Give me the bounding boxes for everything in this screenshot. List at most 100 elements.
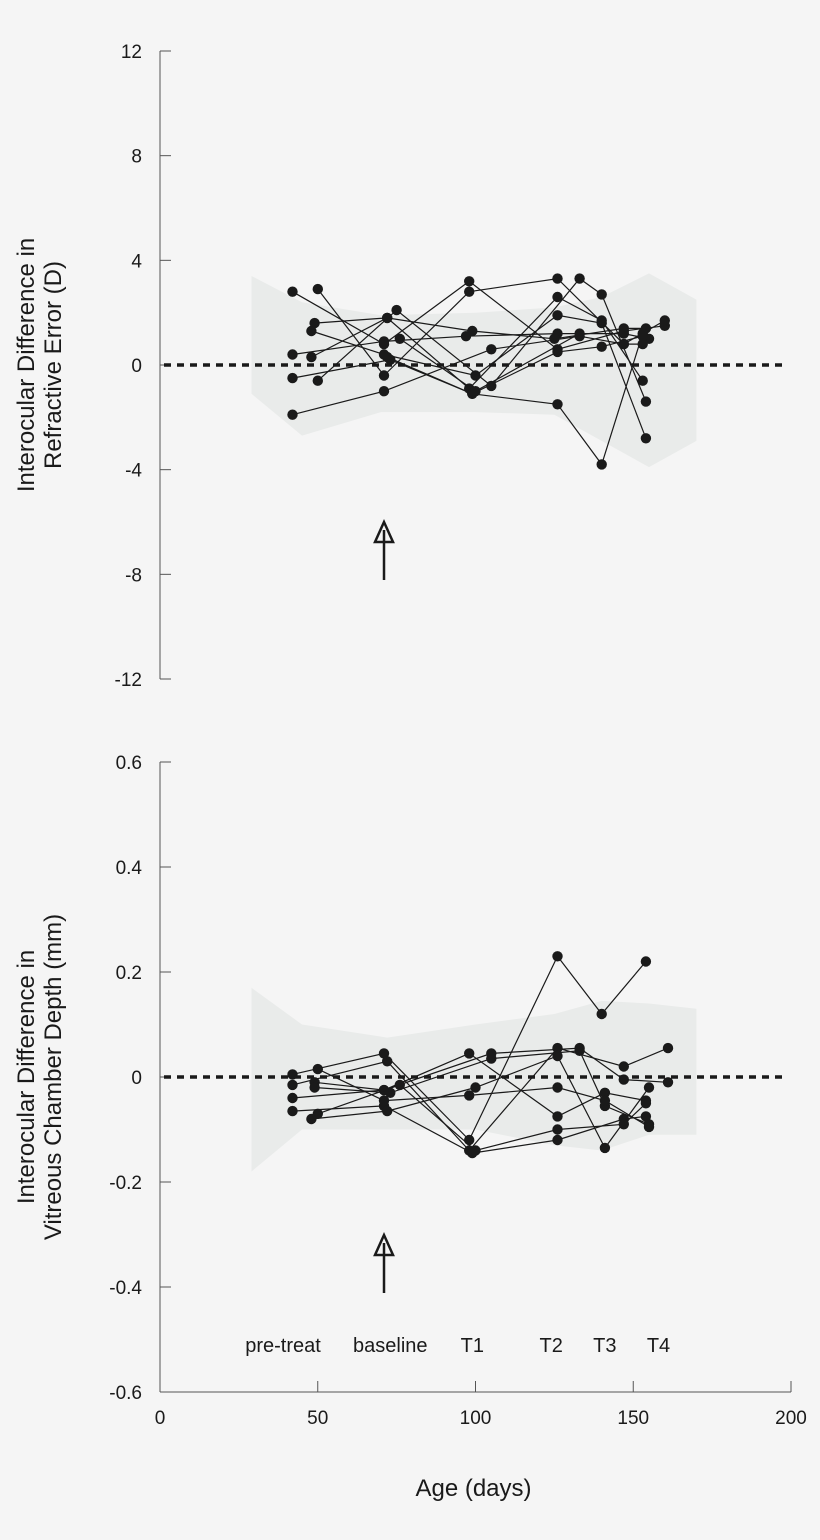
data-point [378,370,390,381]
data-point [464,286,475,297]
x-tick-label: 50 [307,1408,328,1429]
data-point [309,1082,320,1093]
data-point [470,1145,481,1156]
data-point [618,1074,629,1085]
data-point [312,283,323,295]
treatment-arrow-head [373,1231,395,1257]
data-point [312,1108,323,1120]
data-point [618,1061,629,1072]
series-line [317,277,647,402]
data-point [552,346,563,358]
data-point [464,276,475,287]
series-line [311,1055,650,1150]
data-point [552,951,563,962]
data-point [464,1134,475,1146]
data-point [640,433,652,444]
data-point [464,1090,475,1101]
data-point [662,1077,674,1088]
phase-label: T3 [593,1335,616,1357]
data-point [637,338,648,350]
y-tick-label: -4 [125,461,142,482]
x-tick-label: 200 [775,1408,807,1429]
x-tick-label: 0 [155,1408,166,1429]
data-point [643,1121,655,1133]
data-point [596,315,607,326]
data-point [637,331,648,342]
data-point [637,375,648,386]
data-point [552,1082,563,1093]
y-tick-label: 0.6 [116,753,142,774]
data-point [382,1105,393,1117]
data-point [662,1042,674,1054]
data-point [385,1087,396,1099]
data-point [618,1119,629,1130]
y-axis-title-line: Interocular Difference in [13,238,40,492]
data-point [378,336,390,347]
y-axis-title-line: Vitreous Chamber Depth (mm) [40,914,67,1240]
data-point [640,1111,652,1122]
series-line [314,1047,669,1091]
treatment-arrow-head [373,518,395,544]
y-tick-label: -8 [125,565,142,586]
phase-label: T2 [540,1335,563,1357]
x-tick-label: 100 [460,1408,492,1429]
data-point [394,1079,405,1091]
data-point [378,1048,390,1059]
data-point [596,289,607,300]
data-point [287,372,298,384]
data-point [287,409,298,420]
data-point [552,273,563,284]
data-point [596,1008,607,1020]
data-point [382,351,393,363]
data-point [640,1098,652,1109]
data-point [312,1063,323,1075]
data-point [391,304,402,316]
series-line [292,1047,669,1152]
data-point [640,956,652,967]
data-point [596,341,607,352]
data-point [640,396,652,407]
series-line [317,277,666,377]
data-point [306,325,317,337]
data-point [486,1053,497,1064]
data-point [552,310,563,321]
x-tick-label: 150 [617,1408,649,1429]
y-tick-label: 4 [131,251,142,272]
data-point [599,1087,611,1099]
y-axis-title-line: Interocular Difference in [13,950,40,1204]
data-point [306,351,317,363]
data-point [552,1124,563,1135]
data-point [596,459,607,470]
phase-label: T1 [461,1335,484,1357]
vitreous-depth-panel: 0.6 0.4 0.2 0 -0.2 -0.4 -0.6 Interocular Differ… [13,753,807,1502]
data-point [287,349,298,360]
data-point [574,273,585,284]
data-point [382,1056,393,1067]
data-point [552,1042,563,1054]
data-point [470,1082,481,1093]
x-axis-title: Age (days) [415,1475,531,1502]
data-point [486,344,497,355]
y-tick-label: 12 [121,42,142,63]
normal-range-band [251,273,697,468]
data-point [643,1082,655,1093]
y-tick-label: 0 [131,356,142,377]
series-line [317,1068,650,1128]
data-point [470,386,481,397]
y-axis-title: Interocular Difference inRefractive Erro… [13,238,67,492]
data-point [549,333,560,344]
data-point [287,1105,298,1117]
data-point [599,1142,611,1154]
data-point [287,1092,298,1104]
data-point [312,375,323,386]
series-line [292,955,647,1142]
y-axis-title-line: Refractive Error (D) [40,261,67,469]
data-point [378,386,390,397]
data-point [287,1079,298,1091]
y-tick-label: 0.2 [116,963,142,984]
data-point [287,286,298,297]
y-tick-label: -12 [115,670,142,691]
y-tick-label: -0.4 [109,1278,142,1299]
data-point [552,399,563,410]
